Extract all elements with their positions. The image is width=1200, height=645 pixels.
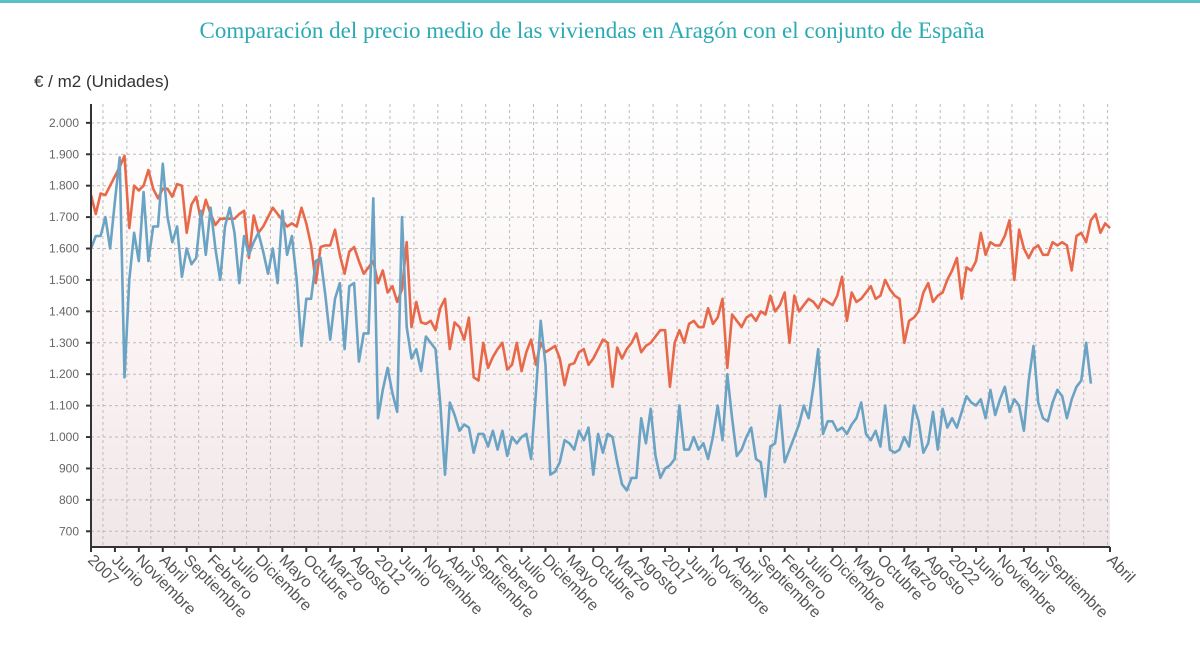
plot-background — [91, 104, 1110, 547]
y-tick-label: 2.000 — [49, 116, 79, 130]
y-tick-label: 1.200 — [49, 367, 79, 381]
y-tick-label: 1.800 — [49, 179, 79, 193]
y-tick-label: 1.400 — [49, 304, 79, 318]
y-ticks: 700 800 900 1.000 1.100 1.200 1.300 1.400 1.500 1… — [49, 116, 91, 538]
y-tick-label: 1.600 — [49, 242, 79, 256]
y-tick-label: 1.000 — [49, 430, 79, 444]
top-accent-bar — [0, 0, 1200, 3]
x-ticks: 2007JunioNoviembreAbrilSeptiembreFebrero… — [84, 547, 1138, 622]
y-axis-label: € / m2 (Unidades) — [34, 72, 170, 91]
series-line-espaa — [89, 154, 1111, 389]
chart-title: Comparación del precio medio de las vivi… — [199, 18, 985, 43]
grid-lines — [91, 104, 1110, 547]
x-tick-label: Abril — [1103, 552, 1138, 587]
series-line-aragn — [89, 156, 1093, 499]
y-tick-label: 1.700 — [49, 210, 79, 224]
y-tick-label: 700 — [59, 524, 79, 538]
y-tick-label: 1.900 — [49, 147, 79, 161]
y-tick-label: 1.500 — [49, 273, 79, 287]
y-tick-label: 1.100 — [49, 399, 79, 413]
y-tick-label: 900 — [59, 461, 79, 475]
y-tick-label: 1.300 — [49, 336, 79, 350]
y-tick-label: 800 — [59, 493, 79, 507]
series-group — [89, 154, 1111, 499]
axes — [90, 104, 1110, 548]
